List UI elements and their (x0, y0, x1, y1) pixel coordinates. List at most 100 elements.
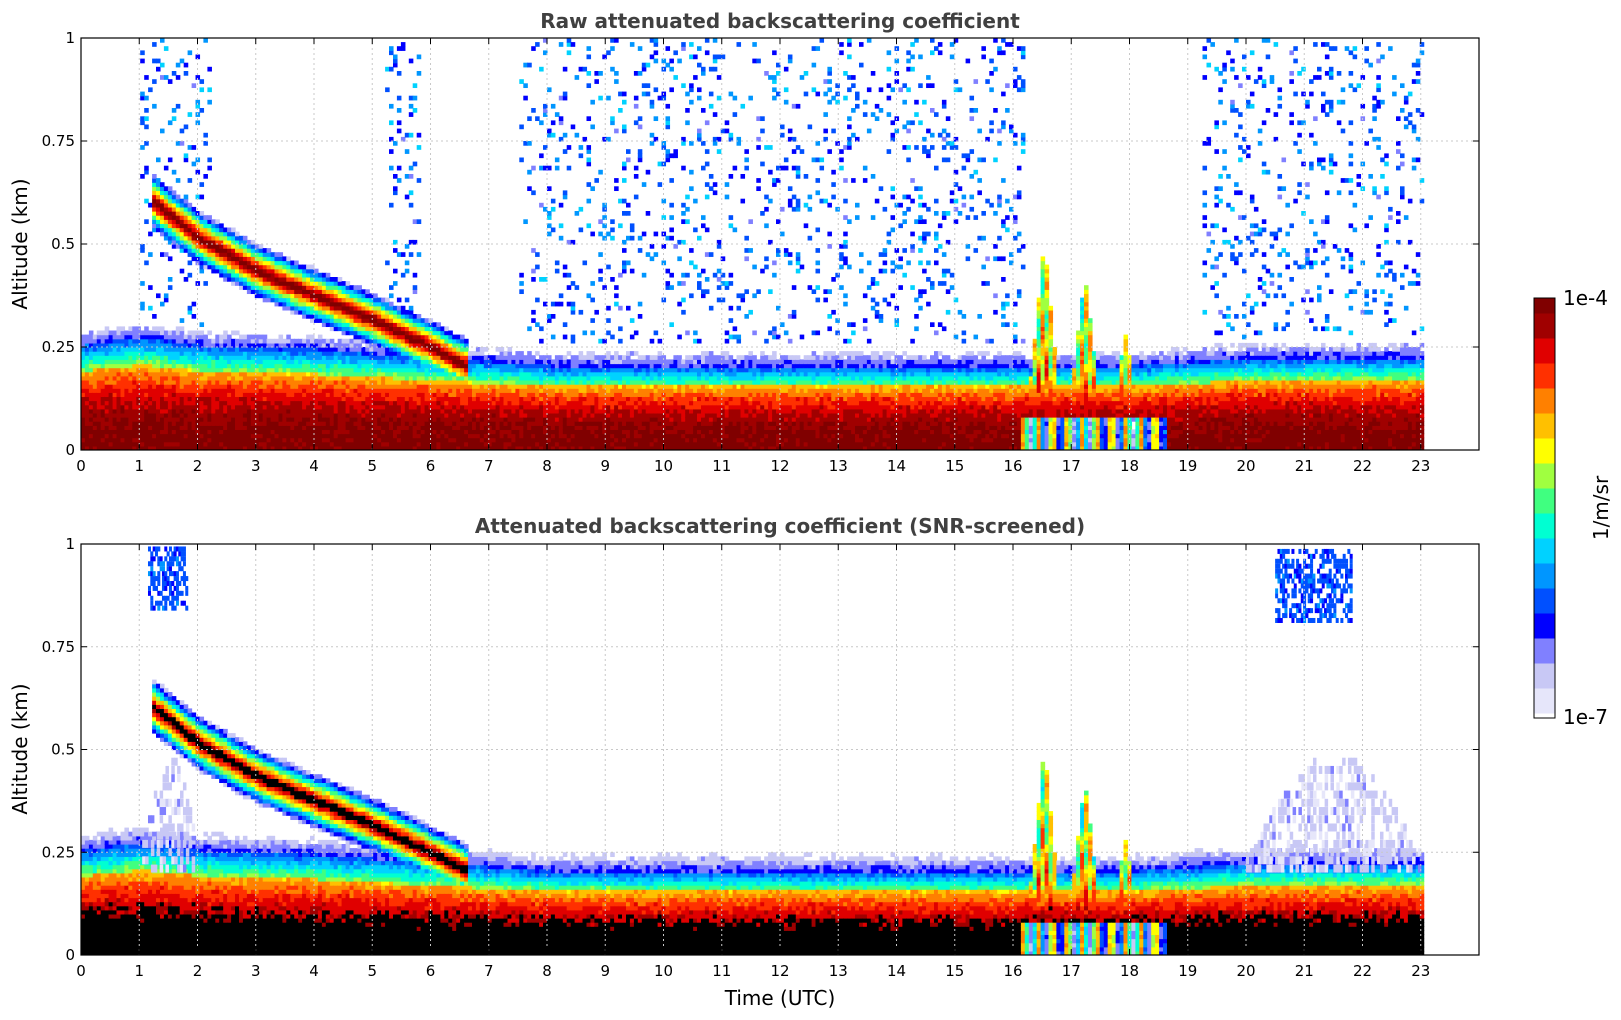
heatmap-cell (598, 433, 603, 439)
heatmap-cell (361, 330, 366, 336)
heatmap-cell (468, 408, 473, 414)
heatmap-cell (266, 297, 272, 303)
heatmap-cell (270, 351, 276, 356)
heatmap-cell (258, 272, 264, 278)
heatmap-cell (302, 363, 307, 369)
heatmap-cell (515, 367, 520, 373)
heatmap-cell (428, 330, 434, 336)
heatmap-cell (282, 408, 287, 414)
heatmap-cell (456, 421, 461, 426)
heatmap-cell (460, 437, 465, 443)
heatmap-cell (160, 367, 165, 373)
heatmap-column (495, 347, 501, 450)
heatmap-cell (416, 417, 422, 422)
heatmap-cell (337, 445, 343, 450)
heatmap-cell (242, 264, 248, 270)
heatmap-cell (578, 66, 584, 72)
heatmap-cell (156, 363, 161, 369)
heatmap-cell (345, 314, 351, 319)
heatmap-cell (286, 421, 291, 426)
heatmap-cell (578, 363, 584, 369)
heatmap-cell (179, 441, 185, 447)
heatmap-cell (215, 248, 220, 253)
heatmap-cell (317, 355, 323, 360)
heatmap-cell (393, 380, 398, 385)
heatmap-cell (231, 388, 236, 393)
heatmap-cell (163, 186, 169, 192)
heatmap-cell (171, 404, 177, 410)
heatmap-cell (274, 301, 280, 307)
heatmap-cell (495, 347, 501, 352)
heatmap-cell (290, 260, 295, 266)
heatmap-cell (88, 359, 94, 365)
heatmap-cell (321, 433, 327, 439)
heatmap-cell (298, 268, 303, 274)
heatmap-cell (199, 433, 205, 439)
heatmap-cell (136, 433, 141, 439)
heatmap-cell (440, 334, 445, 340)
heatmap-cell (167, 425, 173, 431)
heatmap-cell (353, 388, 359, 393)
heatmap-cell (203, 421, 208, 426)
heatmap-cell (199, 388, 205, 393)
heatmap-cell (420, 322, 426, 328)
heatmap-cell (310, 375, 315, 381)
heatmap-cell (242, 400, 248, 406)
heatmap-cell (175, 178, 181, 183)
heatmap-column (547, 87, 552, 450)
heatmap-cell (468, 441, 473, 447)
heatmap-cell (152, 198, 157, 204)
heatmap-cell (381, 375, 386, 381)
heatmap-cell (543, 429, 548, 435)
heatmap-cell (436, 380, 441, 385)
heatmap-cell (294, 421, 299, 426)
heatmap-cell (452, 375, 457, 381)
heatmap-cell (345, 355, 351, 360)
heatmap-cell (302, 342, 307, 348)
heatmap-cell (543, 359, 548, 365)
heatmap-cell (511, 441, 516, 447)
heatmap-cell (547, 384, 552, 389)
heatmap-cell (235, 375, 240, 381)
heatmap-cell (412, 359, 418, 365)
heatmap-cell (495, 375, 501, 381)
heatmap-cell (290, 363, 295, 369)
heatmap-cell (456, 342, 461, 348)
heatmap-cell (558, 388, 564, 393)
heatmap-cell (246, 417, 252, 422)
heatmap-cell (242, 425, 248, 431)
heatmap-cell (333, 355, 339, 360)
heatmap-cell (321, 347, 327, 352)
heatmap-cell (163, 293, 169, 299)
heatmap-cell (400, 384, 406, 389)
heatmap-cell (416, 219, 422, 225)
heatmap-cell (416, 363, 422, 369)
heatmap-cell (207, 157, 212, 163)
heatmap-cell (175, 404, 181, 410)
heatmap-cell (436, 367, 441, 373)
heatmap-cell (586, 355, 592, 360)
heatmap-cell (81, 363, 86, 369)
heatmap-cell (235, 429, 240, 435)
heatmap-cell (558, 421, 564, 426)
heatmap-cell (187, 219, 193, 225)
heatmap-cell (393, 347, 398, 352)
heatmap-cell (385, 359, 390, 365)
heatmap-cell (239, 235, 244, 241)
heatmap-cell (290, 429, 295, 435)
heatmap-cell (278, 289, 284, 295)
heatmap-cell (535, 42, 540, 47)
heatmap-cell (400, 371, 406, 377)
heatmap-cell (475, 363, 481, 369)
heatmap-cell (321, 437, 327, 443)
heatmap-cell (294, 309, 299, 315)
heatmap-cell (594, 178, 599, 183)
heatmap-cell (396, 445, 402, 450)
heatmap-cell (306, 396, 311, 402)
heatmap-cell (171, 342, 177, 348)
heatmap-cell (341, 355, 347, 360)
heatmap-cell (503, 351, 509, 356)
heatmap-cell (152, 326, 157, 332)
heatmap-cell (81, 408, 86, 414)
heatmap-cell (412, 396, 418, 402)
